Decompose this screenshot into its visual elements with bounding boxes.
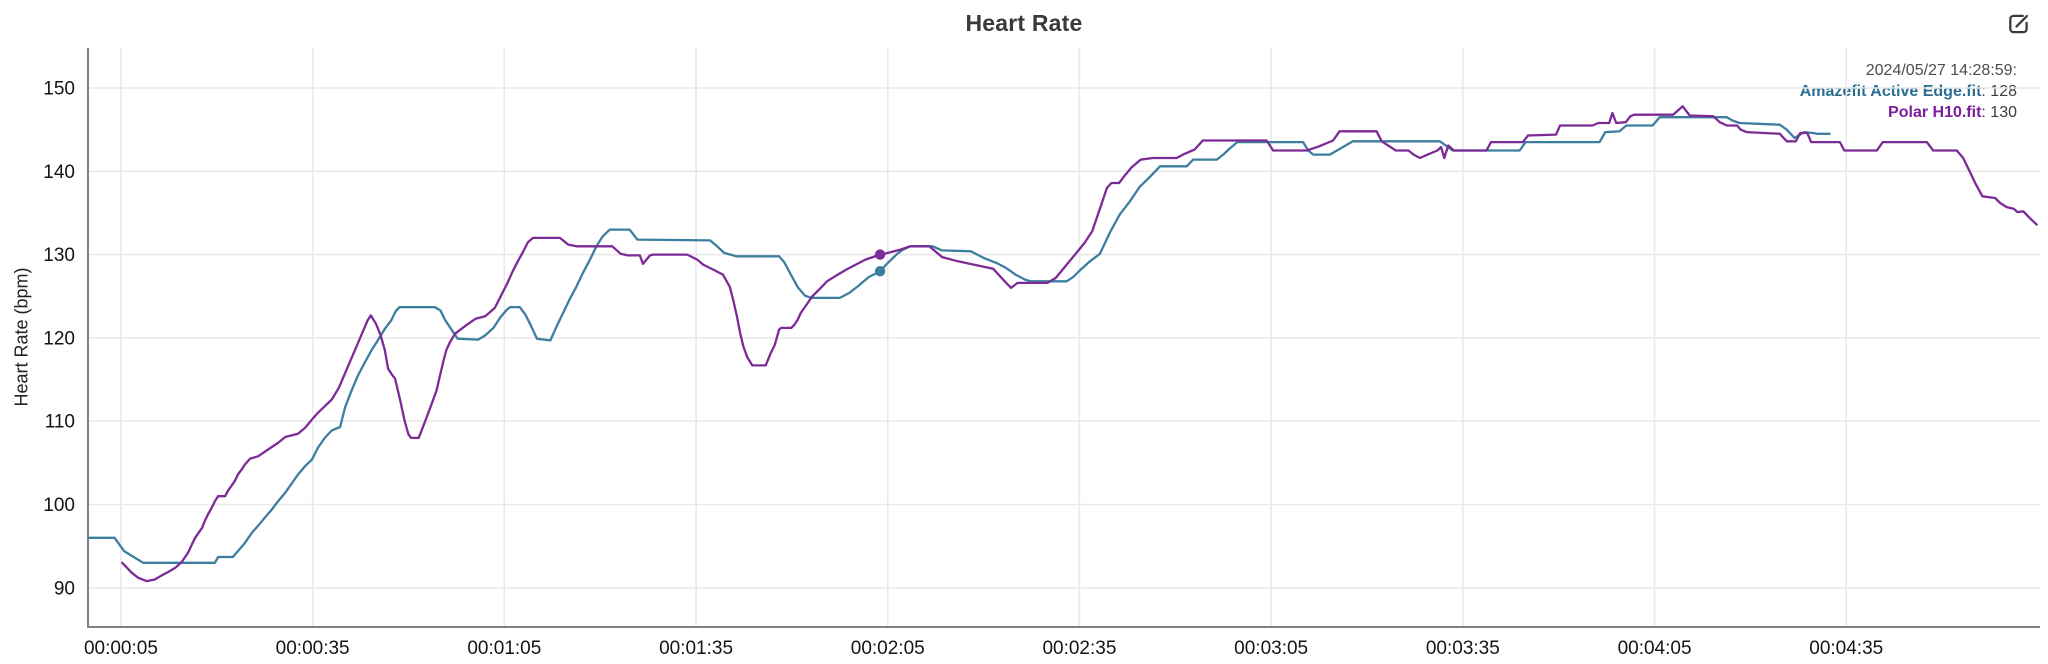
svg-text:110: 110 [45, 412, 75, 433]
svg-text:00:01:35: 00:01:35 [659, 638, 733, 659]
svg-text:00:02:05: 00:02:05 [851, 638, 925, 659]
svg-text:00:02:35: 00:02:35 [1042, 638, 1116, 659]
legend-entry-polar: Polar H10.fit: 130 [1800, 102, 2017, 123]
chart-title: Heart Rate [965, 10, 1083, 36]
svg-text:140: 140 [43, 162, 75, 183]
svg-text:100: 100 [43, 495, 75, 516]
svg-text:90: 90 [54, 578, 75, 599]
svg-text:00:00:05: 00:00:05 [84, 638, 158, 659]
legend-colon: : [1981, 104, 1991, 121]
svg-text:00:04:35: 00:04:35 [1809, 638, 1883, 659]
legend-series-value-polar: 130 [1990, 104, 2017, 121]
svg-text:130: 130 [43, 245, 75, 266]
legend-colon: : [1981, 83, 1991, 100]
svg-text:00:03:35: 00:03:35 [1426, 638, 1500, 659]
legend-series-name-polar: Polar H10.fit [1888, 104, 1982, 121]
svg-text:00:01:05: 00:01:05 [467, 638, 541, 659]
svg-text:150: 150 [43, 79, 75, 100]
edit-pencil-square-icon [2009, 14, 2029, 33]
svg-text:00:04:05: 00:04:05 [1618, 638, 1692, 659]
svg-text:00:03:05: 00:03:05 [1234, 638, 1308, 659]
svg-text:120: 120 [43, 328, 75, 349]
edit-button[interactable] [2004, 10, 2034, 40]
legend-timestamp: 2024/05/27 14:28:59: [1865, 62, 2017, 79]
svg-text:00:00:35: 00:00:35 [276, 638, 350, 659]
